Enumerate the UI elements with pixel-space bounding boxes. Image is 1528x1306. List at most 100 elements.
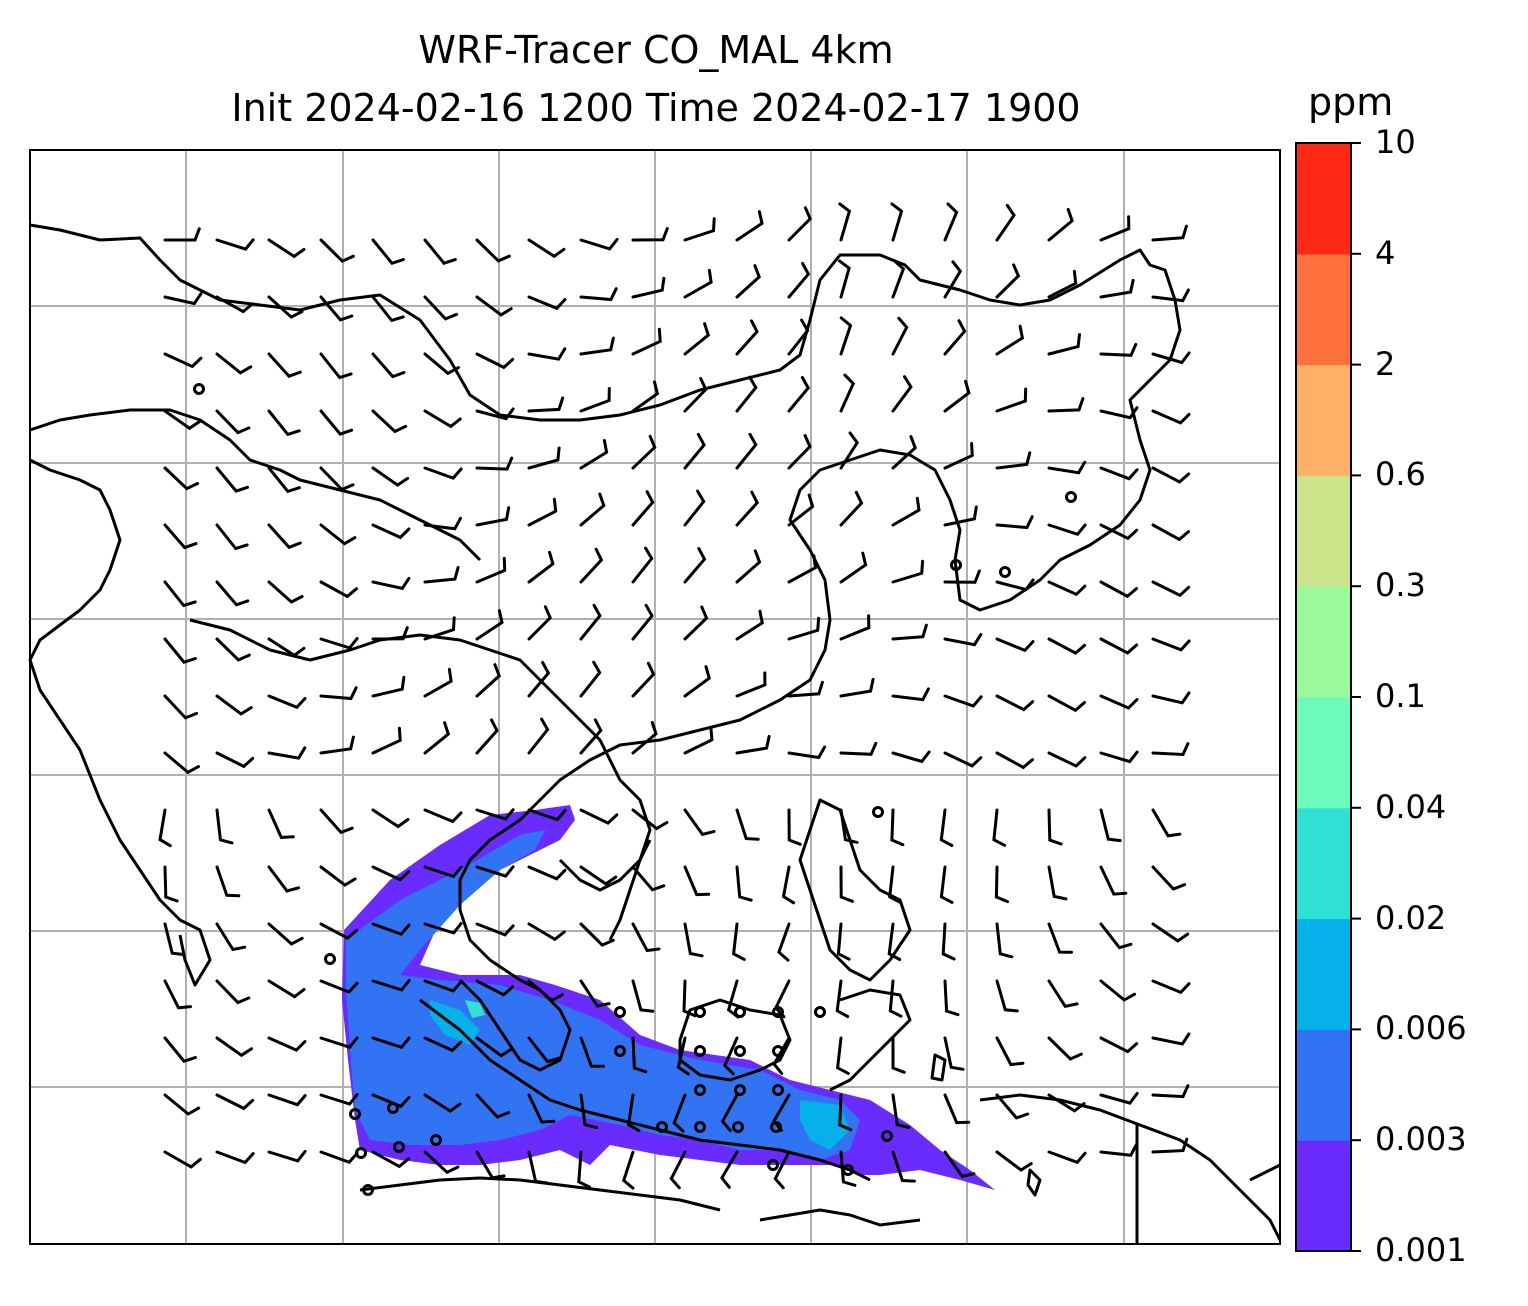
colorbar-tick-label: 4 — [1375, 233, 1396, 272]
wind-barb — [631, 434, 657, 470]
calm-wind-circle — [734, 1084, 746, 1096]
wind-barb — [1151, 808, 1182, 838]
colorbar-unit: ppm — [1308, 80, 1394, 124]
wind-barb — [423, 352, 460, 376]
wind-barb — [215, 637, 251, 662]
wind-barb — [1047, 979, 1079, 1008]
wind-barb — [475, 506, 511, 527]
wind-barb — [371, 626, 409, 641]
wind-barb — [423, 466, 463, 480]
wind-barb — [319, 466, 355, 492]
wind-barb — [371, 576, 411, 591]
wind-barb — [1047, 865, 1068, 901]
wind-barb — [475, 1150, 506, 1180]
wind-barb — [1151, 466, 1191, 484]
wind-barb — [163, 922, 186, 957]
wind-barb — [777, 922, 791, 962]
calm-wind-circle — [324, 953, 336, 965]
wind-barb — [683, 432, 706, 470]
wind-barb — [1047, 1036, 1083, 1061]
wind-barb — [888, 865, 902, 904]
wind-barb — [319, 637, 359, 650]
wind-barb — [1151, 224, 1188, 242]
colorbar-segment — [1296, 475, 1351, 587]
wind-barb — [735, 210, 764, 242]
plume-peak — [465, 1000, 485, 1018]
wind-barb — [1099, 637, 1139, 655]
wind-barb — [319, 352, 353, 380]
wind-barb — [891, 316, 909, 356]
wind-barb — [787, 808, 802, 846]
wind-barb — [527, 605, 552, 641]
wind-barb — [527, 661, 551, 698]
wind-barb — [939, 865, 954, 904]
wind-barb — [163, 523, 198, 550]
wind-barb — [215, 238, 255, 251]
wind-barb — [423, 409, 462, 429]
wind-barb — [839, 373, 856, 413]
wind-barb — [891, 1036, 906, 1074]
wind-barb — [839, 741, 878, 756]
wind-barb — [943, 1150, 976, 1179]
colorbar-tick-label: 0.02 — [1375, 898, 1447, 937]
wind-barb — [527, 446, 561, 470]
wind-barb — [163, 1150, 202, 1169]
wind-barb — [1099, 342, 1138, 357]
calm-wind-circle — [362, 1184, 374, 1196]
wind-barb — [215, 1036, 253, 1058]
wind-barb — [1151, 865, 1187, 891]
wind-barb — [579, 492, 606, 527]
wind-barb — [267, 1093, 307, 1107]
calm-wind-circle — [772, 1006, 784, 1018]
wind-barb — [423, 1150, 460, 1175]
wind-barb — [475, 718, 499, 755]
wind-barb — [1047, 1093, 1086, 1113]
wind-barb — [631, 922, 661, 953]
wind-barb — [839, 1150, 857, 1187]
wind-barb — [943, 379, 971, 413]
wind-barb — [475, 456, 514, 471]
calm-wind-circle — [614, 1006, 626, 1018]
wind-barb — [995, 515, 1034, 530]
wind-barb — [839, 490, 864, 527]
calm-wind-circle — [1065, 491, 1077, 503]
colorbar-tick-label: 10 — [1375, 123, 1416, 161]
wind-barb — [163, 227, 201, 242]
wind-barb — [676, 1036, 690, 1076]
tracer-plume — [342, 805, 995, 1190]
wind-barb — [939, 808, 954, 847]
wind-barb — [1099, 922, 1133, 950]
wind-barb — [371, 352, 406, 379]
wind-barb — [215, 979, 251, 1005]
wind-barb — [631, 979, 655, 1013]
calm-wind-circle — [355, 1147, 367, 1159]
wind-barb — [215, 409, 251, 435]
wind-barb — [787, 554, 818, 584]
wind-barb — [943, 694, 983, 708]
wind-barb — [891, 1093, 911, 1129]
calm-wind-circle — [387, 1102, 399, 1114]
wind-barb — [1151, 580, 1191, 598]
wind-barb — [891, 623, 928, 641]
wind-barb — [1151, 409, 1191, 425]
wind-barb — [215, 523, 249, 551]
wind-barb — [423, 516, 462, 531]
wind-barb — [319, 686, 358, 701]
wind-barb — [163, 580, 197, 608]
wind-barb — [423, 721, 451, 755]
wind-barb — [839, 808, 859, 844]
wind-barb — [371, 675, 406, 698]
wind-barb — [787, 376, 811, 413]
wind-barb — [787, 493, 815, 527]
calm-wind-circle — [656, 1121, 668, 1133]
wind-barb — [735, 264, 761, 299]
wind-barb — [371, 979, 411, 992]
calm-wind-circle — [430, 1134, 442, 1146]
colorbar-tick-label: 0.6 — [1375, 455, 1426, 494]
wind-barb — [371, 865, 411, 882]
wind-barb — [163, 637, 197, 664]
wind-barb — [579, 287, 618, 302]
wind-barb — [1047, 333, 1081, 356]
wind-barb — [579, 1093, 599, 1130]
